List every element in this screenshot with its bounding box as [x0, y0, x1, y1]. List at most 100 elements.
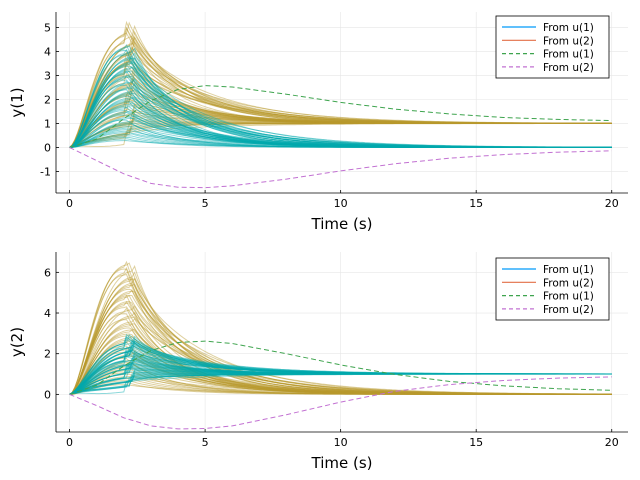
ensemble-curve: [69, 100, 612, 148]
ensemble-curve: [69, 294, 612, 395]
ensemble-curve: [69, 329, 612, 395]
ensemble-curve: [69, 72, 612, 148]
ensemble-curve: [69, 67, 612, 148]
ensemble-curve: [69, 119, 612, 148]
ensemble-curve: [69, 277, 612, 395]
ensemble-curve: [69, 362, 612, 395]
ensemble-curve: [69, 347, 612, 395]
y-tick-label: 5: [44, 22, 51, 35]
ensemble-curve: [69, 373, 612, 395]
plot-area: [69, 20, 612, 189]
ensemble-curve: [69, 61, 612, 148]
ensemble-curve: [69, 131, 612, 148]
ensemble-curve: [69, 84, 612, 148]
ensemble-curve: [69, 63, 612, 148]
x-axis-label: Time (s): [311, 454, 373, 472]
ensemble-curve: [69, 117, 612, 148]
ensemble-curve: [69, 342, 612, 395]
ensemble-curve: [69, 97, 612, 148]
ensemble-curve: [69, 289, 612, 395]
ensemble-curve: [69, 109, 612, 148]
legend-label: From u(1): [543, 264, 594, 276]
ensemble-curve: [69, 333, 612, 395]
ensemble-curve: [69, 378, 612, 395]
ensemble-curve: [69, 353, 612, 395]
ensemble-curve: [69, 35, 612, 148]
ensemble-curve: [69, 106, 612, 148]
ensemble-curve: [69, 88, 612, 148]
legend-box: [495, 257, 610, 321]
x-tick-label: 10: [334, 436, 348, 449]
ensemble-curve: [69, 335, 612, 395]
ensemble-curve: [69, 340, 612, 395]
ensemble-curve: [69, 373, 612, 395]
ensemble-curve: [69, 43, 612, 148]
x-tick-label: 5: [202, 436, 209, 449]
ensemble-curve: [69, 115, 612, 148]
ensemble-curve: [69, 360, 612, 395]
ensemble-curve: [69, 35, 612, 148]
ensemble-curve: [69, 95, 612, 148]
ensemble-curve: [69, 70, 612, 148]
ensemble-curve: [69, 366, 612, 395]
y-tick-label: 0: [44, 141, 51, 154]
dashed-series-0: [69, 85, 612, 148]
ensemble-curve: [69, 45, 612, 148]
x-tick-label: 15: [469, 436, 483, 449]
x-tick-label: 15: [469, 197, 483, 210]
ensemble-curve: [69, 353, 612, 395]
ensemble-curve: [69, 123, 612, 148]
ensemble-curve: [69, 333, 612, 395]
ensemble-curve: [69, 113, 612, 148]
ensemble-curve: [69, 54, 612, 148]
ensemble-curve: [69, 119, 612, 148]
ensemble-1: [69, 43, 612, 148]
y-tick-label: 2: [44, 348, 51, 361]
ensemble-curve: [69, 340, 612, 395]
ensemble-curve: [69, 363, 612, 395]
ensemble-curve: [69, 128, 612, 148]
ensemble-curve: [69, 52, 612, 148]
ensemble-curve: [69, 336, 612, 395]
ensemble-curve: [69, 364, 612, 395]
ensemble-curve: [69, 337, 612, 395]
ensemble-curve: [69, 119, 612, 148]
ensemble-curve: [69, 47, 612, 148]
legend-box: [495, 15, 610, 79]
ensemble-curve: [69, 373, 612, 395]
legend-label: From u(1): [543, 22, 594, 34]
ensemble-curve: [69, 57, 612, 148]
ensemble-curve: [69, 115, 612, 148]
ensemble-curve: [69, 313, 612, 395]
ensemble-curve: [69, 349, 612, 395]
ensemble-curve: [69, 135, 612, 148]
ensemble-curve: [69, 300, 612, 395]
ensemble-curve: [69, 40, 612, 148]
x-tick-label: 0: [66, 197, 73, 210]
y-tick-label: 0: [44, 388, 51, 401]
ensemble-curve: [69, 89, 612, 148]
ensemble-curve: [69, 373, 612, 395]
ensemble-curve: [69, 357, 612, 395]
x-tick-label: 5: [202, 197, 209, 210]
ensemble-curve: [69, 370, 612, 395]
ensemble-curve: [69, 66, 612, 148]
ensemble-curve: [69, 283, 612, 395]
ensemble-curve: [69, 373, 612, 395]
ensemble-curve: [69, 323, 612, 395]
ensemble-curve: [69, 371, 612, 395]
ensemble-curve: [69, 110, 612, 148]
ensemble-curve: [69, 354, 612, 395]
ensemble-curve: [69, 339, 612, 395]
ensemble-curve: [69, 260, 612, 395]
ensemble-curve: [69, 373, 612, 395]
ensemble-curve: [69, 346, 612, 395]
ensemble-curve: [69, 122, 612, 148]
ensemble-curve: [69, 24, 612, 148]
ensemble-curve: [69, 345, 612, 395]
ensemble-curve: [69, 333, 612, 395]
ensemble-curve: [69, 357, 612, 395]
ensemble-curve: [69, 371, 612, 395]
legend-label: From u(1): [543, 291, 594, 303]
